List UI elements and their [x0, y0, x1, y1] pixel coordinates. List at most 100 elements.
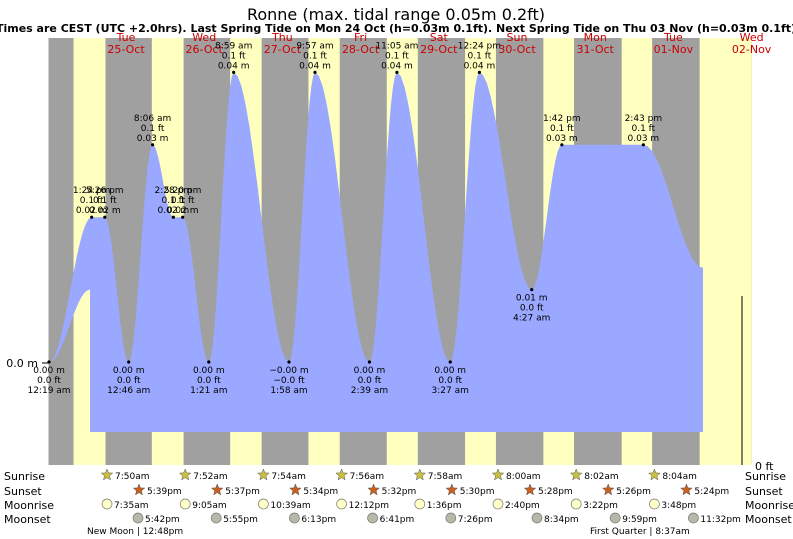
sunrise-time: 7:50am [115, 472, 150, 482]
moonset-time: 11:32pm [700, 515, 740, 525]
day-name: Wed [192, 31, 216, 44]
moonrise-icon [101, 498, 113, 510]
sunrise-icon [648, 468, 661, 481]
moonset-time: 6:41pm [380, 515, 415, 525]
tide-height-ft: 0.1 ft [141, 124, 165, 134]
day-name: Sun [507, 31, 528, 44]
tide-time: 12:46 am [107, 386, 150, 396]
sunrise-time: 7:52am [193, 472, 228, 482]
day-date: 28-Oct [342, 43, 380, 56]
tide-point [395, 70, 399, 74]
tide-point [127, 360, 131, 364]
row-label-right: Sunrise [745, 470, 786, 483]
moonset-time: 5:55pm [223, 515, 258, 525]
tide-height-m: 0.02 m [158, 206, 190, 216]
tide-point [287, 360, 291, 364]
tide-point [207, 360, 211, 364]
sunset-icon [289, 483, 302, 496]
day-name: Tue [116, 31, 136, 44]
day-date: 01-Nov [654, 43, 694, 56]
day-name: Fri [354, 31, 367, 44]
tide-time: 4:27 am [513, 314, 550, 324]
moonrise-icon [336, 498, 347, 510]
sunrise-icon [413, 468, 427, 481]
sunset-icon [523, 483, 537, 496]
sunset-icon [210, 483, 224, 496]
sunrise-time: 8:04am [662, 472, 697, 482]
day-date: 31-Oct [577, 43, 615, 56]
tide-height-m: 0.02 m [76, 206, 108, 216]
tide-height-m: 0.00 m [434, 366, 466, 376]
tide-time: 12:19 am [27, 386, 70, 396]
sun-moon-events: 7:50am 5:39pm 7:35am 5:42pm 7:52am 5:37pm 9:05… [87, 468, 741, 537]
moonset-icon [210, 512, 222, 524]
tide-time: 3:27 am [432, 386, 469, 396]
tide-height-ft: 0.1 ft [303, 51, 327, 61]
tide-height-m: 0.00 m [33, 366, 65, 376]
moonset-time: 6:13pm [301, 515, 336, 525]
moonrise-time: 12:12pm [349, 501, 389, 511]
tide-time: 2:43 pm [625, 114, 663, 124]
tide-height-ft: 0.1 ft [631, 124, 655, 134]
tide-height-ft: 0.0 ft [117, 376, 141, 386]
sunrise-icon [100, 468, 114, 481]
tide-point [181, 215, 185, 219]
tide-time: 9:57 am [296, 41, 333, 51]
tide-time: 1:24 pm [73, 186, 111, 196]
sunset-icon [601, 483, 615, 496]
moonset-icon [132, 512, 144, 524]
row-label-left: Moonset [4, 513, 51, 526]
tide-height-ft: 0.0 ft [438, 376, 462, 386]
row-label-right: Sunset [745, 485, 783, 498]
moonset-icon [609, 512, 621, 524]
moonset-time: 9:59pm [622, 515, 657, 525]
tide-height-m: 0.00 m [354, 366, 386, 376]
sunrise-icon [178, 468, 192, 481]
sunrise-time: 7:54am [271, 472, 306, 482]
tide-height-ft: 0.1 ft [385, 51, 409, 61]
day-date: 26-Oct [186, 43, 224, 56]
sunset-time: 5:39pm [147, 487, 182, 497]
tide-point [90, 215, 94, 219]
tide-time: 1:42 pm [543, 114, 581, 124]
moonset-icon [445, 512, 457, 524]
tide-height-m: 0.03 m [628, 134, 660, 144]
sunset-time: 5:37pm [225, 487, 260, 497]
sunset-time: 5:34pm [303, 487, 338, 497]
right-axis-label: 0 ft [755, 460, 774, 473]
day-date: 25-Oct [107, 43, 145, 56]
sunrise-icon [257, 468, 270, 481]
tide-area [49, 72, 703, 433]
tide-height-m: 0.00 m [193, 366, 225, 376]
tide-time: 5:26 pm [86, 186, 124, 196]
moonset-time: 7:26pm [458, 515, 493, 525]
tide-time: 1:58 am [270, 386, 307, 396]
tide-height-m: 0.04 m [299, 61, 331, 71]
row-label-left: Sunrise [4, 470, 45, 483]
tide-time: 12:24 pm [458, 41, 501, 51]
row-label-right: Moonrise [745, 499, 793, 512]
moonrise-icon [179, 498, 191, 510]
tide-height-m: 0.01 m [516, 294, 548, 304]
moonrise-time: 2:40pm [505, 501, 540, 511]
tide-time: 5:20 pm [164, 186, 202, 196]
day-date: 29-Oct [420, 43, 458, 56]
day-date: 27-Oct [264, 43, 302, 56]
tide-time: 1:21 am [190, 386, 227, 396]
tide-height-m: 0.04 m [464, 61, 496, 71]
day-headers: Tue25-OctWed26-OctThu27-OctFri28-OctSat2… [107, 31, 771, 56]
sunrise-time: 8:00am [506, 472, 541, 482]
moonrise-time: 7:35am [114, 501, 149, 511]
moonrise-icon [258, 498, 269, 510]
tide-time: 2:39 am [351, 386, 388, 396]
chart-title: Ronne (max. tidal range 0.05m 0.2ft) [247, 5, 545, 24]
day-name: Tue [663, 31, 683, 44]
sunrise-time: 8:02am [584, 472, 619, 482]
day-name: Thu [271, 31, 293, 44]
sunset-icon [680, 483, 693, 496]
tide-height-ft: 0.0 ft [37, 376, 61, 386]
tide-height-ft: 0.0 ft [197, 376, 221, 386]
day-name: Wed [740, 31, 764, 44]
